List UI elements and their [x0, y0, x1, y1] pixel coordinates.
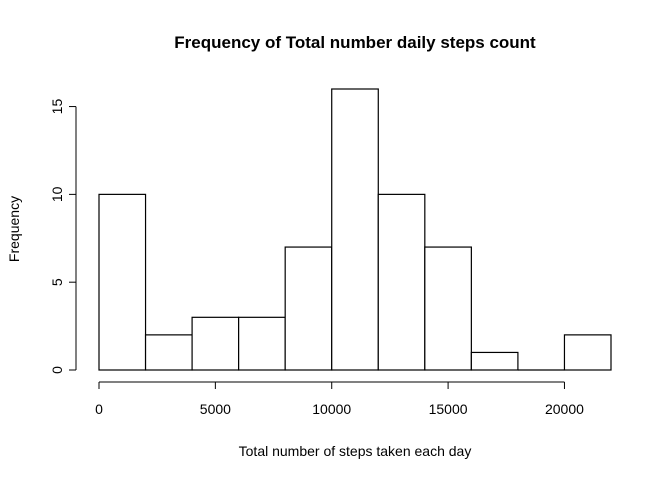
y-axis-label: Frequency: [6, 196, 22, 262]
x-tick-label: 15000: [429, 401, 468, 417]
histogram-bar: [144, 334, 193, 371]
histogram-bar: [191, 316, 240, 371]
histogram-bar: [563, 334, 612, 371]
x-axis-label: Total number of steps taken each day: [239, 443, 472, 459]
histogram-bar: [98, 193, 147, 371]
histogram-bar: [470, 351, 519, 371]
histogram-bar: [331, 88, 379, 371]
y-tick-label: 0: [49, 366, 65, 374]
x-tick-label: 5000: [200, 401, 231, 417]
y-tick-label: 15: [49, 99, 65, 115]
y-tick-label: 10: [49, 186, 65, 202]
x-axis: 0 5000 10000 15000 20000: [95, 381, 584, 417]
chart-title: Frequency of Total number daily steps co…: [174, 33, 536, 52]
histogram-bar: [238, 316, 286, 371]
histogram-bar: [424, 246, 472, 371]
x-tick-label: 0: [95, 401, 103, 417]
histogram-bar: [284, 246, 333, 371]
y-axis: 0 5 10 15: [49, 99, 77, 374]
x-tick-label: 10000: [312, 401, 351, 417]
histogram-bar: [377, 193, 426, 371]
x-tick-label: 20000: [545, 401, 584, 417]
y-tick-label: 5: [49, 278, 65, 286]
histogram-bars: [98, 88, 612, 371]
